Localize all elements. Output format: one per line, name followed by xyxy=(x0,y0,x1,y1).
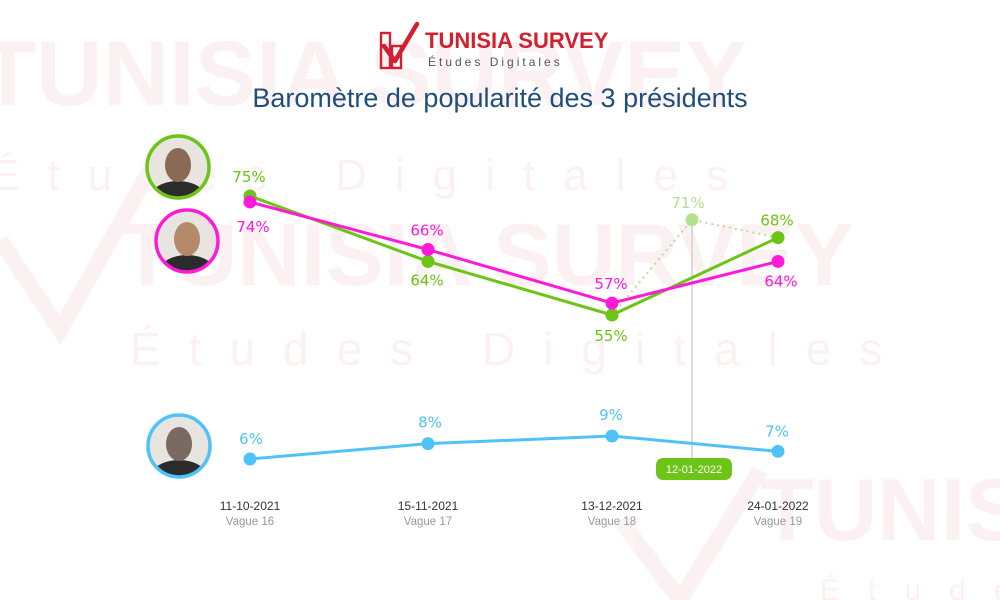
data-point-blue[interactable] xyxy=(605,429,619,443)
x-tick-date: 15-11-2021 xyxy=(398,499,459,513)
interim-date-badge: 12-01-2022 xyxy=(656,458,732,480)
chart-plot: 75% 64% 55% 68% 74% 66% 57% 64% 6% 8% 9% 7% 71% 12-01… xyxy=(145,134,809,528)
portrait-ring xyxy=(146,413,212,479)
checkmark-logo-icon xyxy=(379,21,420,70)
data-label-blue: 6% xyxy=(239,430,263,448)
portrait-avatar-magenta xyxy=(154,208,220,274)
interim-date-badge-bg xyxy=(656,458,732,480)
portrait-avatar-blue xyxy=(146,413,212,479)
portrait-face xyxy=(166,427,192,461)
x-tick-date: 11-10-2021 xyxy=(220,499,281,513)
chart-title: Baromètre de popularité des 3 présidents xyxy=(252,83,747,113)
data-label-blue: 7% xyxy=(765,422,789,440)
brand-logo: TUNISIA SURVEY Études Digitales xyxy=(379,21,609,70)
data-label-green: 55% xyxy=(594,327,627,345)
portrait-avatar-green xyxy=(145,134,211,200)
watermark-tagline-middle: Études Digitales xyxy=(130,323,910,375)
portrait-ring xyxy=(154,208,220,274)
interim-label: 71% xyxy=(671,194,704,212)
portrait-ring xyxy=(145,134,211,200)
portrait-shoulders xyxy=(157,255,217,272)
x-tick-date: 24-01-2022 xyxy=(747,499,809,513)
watermark-brand-bottom: TUNISIA SURVEY xyxy=(760,460,1000,559)
data-point-green[interactable] xyxy=(771,231,785,245)
data-label-blue: 8% xyxy=(418,414,442,432)
interim-date-text: 12-01-2022 xyxy=(666,464,722,476)
brand-tagline: Études Digitales xyxy=(428,54,563,69)
portrait-face xyxy=(174,222,200,256)
data-point-green[interactable] xyxy=(421,254,435,268)
data-point-blue[interactable] xyxy=(771,444,785,458)
data-label-magenta: 64% xyxy=(764,272,797,290)
data-point-magenta[interactable] xyxy=(421,243,435,257)
data-label-magenta: 57% xyxy=(594,275,627,293)
data-point-magenta[interactable] xyxy=(605,296,619,310)
data-label-magenta: 74% xyxy=(236,218,269,236)
portrait-image xyxy=(148,415,210,477)
data-point-green[interactable] xyxy=(605,308,619,322)
x-tick-wave: Vague 16 xyxy=(226,516,274,528)
watermark-brand-middle: TUNISIA SURVEY xyxy=(120,205,853,304)
portrait-image xyxy=(147,136,209,198)
portrait-shoulders xyxy=(148,181,208,198)
watermark-check-left-icon xyxy=(0,166,157,346)
x-tick-wave: Vague 18 xyxy=(588,516,636,528)
portrait-face xyxy=(165,148,191,182)
portrait-image xyxy=(156,210,218,272)
series-line-green xyxy=(249,194,779,317)
x-tick-wave: Vague 17 xyxy=(404,516,452,528)
x-tick-date: 13-12-2021 xyxy=(581,499,643,513)
watermark-tagline-bottom: Études Digitales xyxy=(820,574,1000,600)
data-label-magenta: 66% xyxy=(410,222,443,240)
interim-point[interactable] xyxy=(685,213,699,227)
series-line-blue xyxy=(249,434,779,461)
brand-name: TUNISIA SURVEY xyxy=(425,28,609,53)
watermark-layer: TUNISIA SURVEY Études Digitales TUNISIA … xyxy=(0,23,1000,600)
watermark-brand-top: TUNISIA SURVEY xyxy=(0,23,747,125)
data-point-magenta[interactable] xyxy=(771,254,785,268)
data-label-green: 68% xyxy=(760,212,793,230)
portrait-shoulders xyxy=(149,460,209,477)
watermark-tagline-top: Études Digitales xyxy=(0,151,756,200)
series-line-magenta xyxy=(249,200,779,305)
watermark-check-bottom-icon xyxy=(613,465,767,600)
data-label-blue: 9% xyxy=(599,406,623,424)
x-tick-wave: Vague 19 xyxy=(754,516,802,528)
data-point-blue[interactable] xyxy=(421,437,435,451)
data-label-green: 64% xyxy=(410,271,443,289)
data-point-blue[interactable] xyxy=(243,452,257,466)
data-label-green: 75% xyxy=(232,168,265,186)
data-point-magenta[interactable] xyxy=(243,195,257,209)
